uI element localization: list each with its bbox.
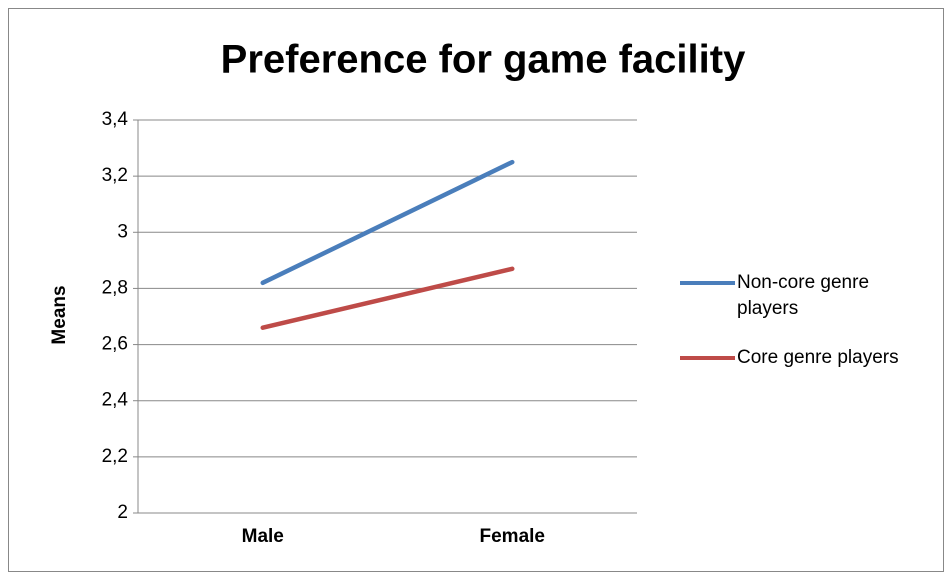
legend-swatch [680, 281, 735, 285]
series-line [260, 159, 515, 286]
chart-frame [8, 8, 944, 572]
chart-title: Preference for game facility [221, 38, 746, 82]
y-tick-label: 3,2 [102, 165, 128, 186]
legend-item: Core genre players [680, 345, 947, 371]
x-tick-label: Male [242, 526, 284, 547]
y-tick-label: 2,2 [102, 446, 128, 467]
legend-label: Core genre players [737, 347, 899, 368]
y-tick-label: 3,4 [102, 109, 129, 130]
legend-item: Non-core genre players [680, 270, 922, 322]
legend-label: Non-core genre players [737, 272, 870, 319]
legend-swatch [680, 356, 735, 360]
y-tick-label: 2,6 [102, 334, 128, 355]
series-line [260, 266, 515, 330]
y-axis-label: Means [49, 285, 70, 344]
y-tick-label: 3 [117, 221, 128, 242]
x-tick-label: Female [480, 526, 545, 547]
y-tick-label: 2 [117, 502, 128, 523]
y-tick-label: 2,8 [102, 277, 128, 298]
y-tick-label: 2,4 [102, 390, 129, 411]
